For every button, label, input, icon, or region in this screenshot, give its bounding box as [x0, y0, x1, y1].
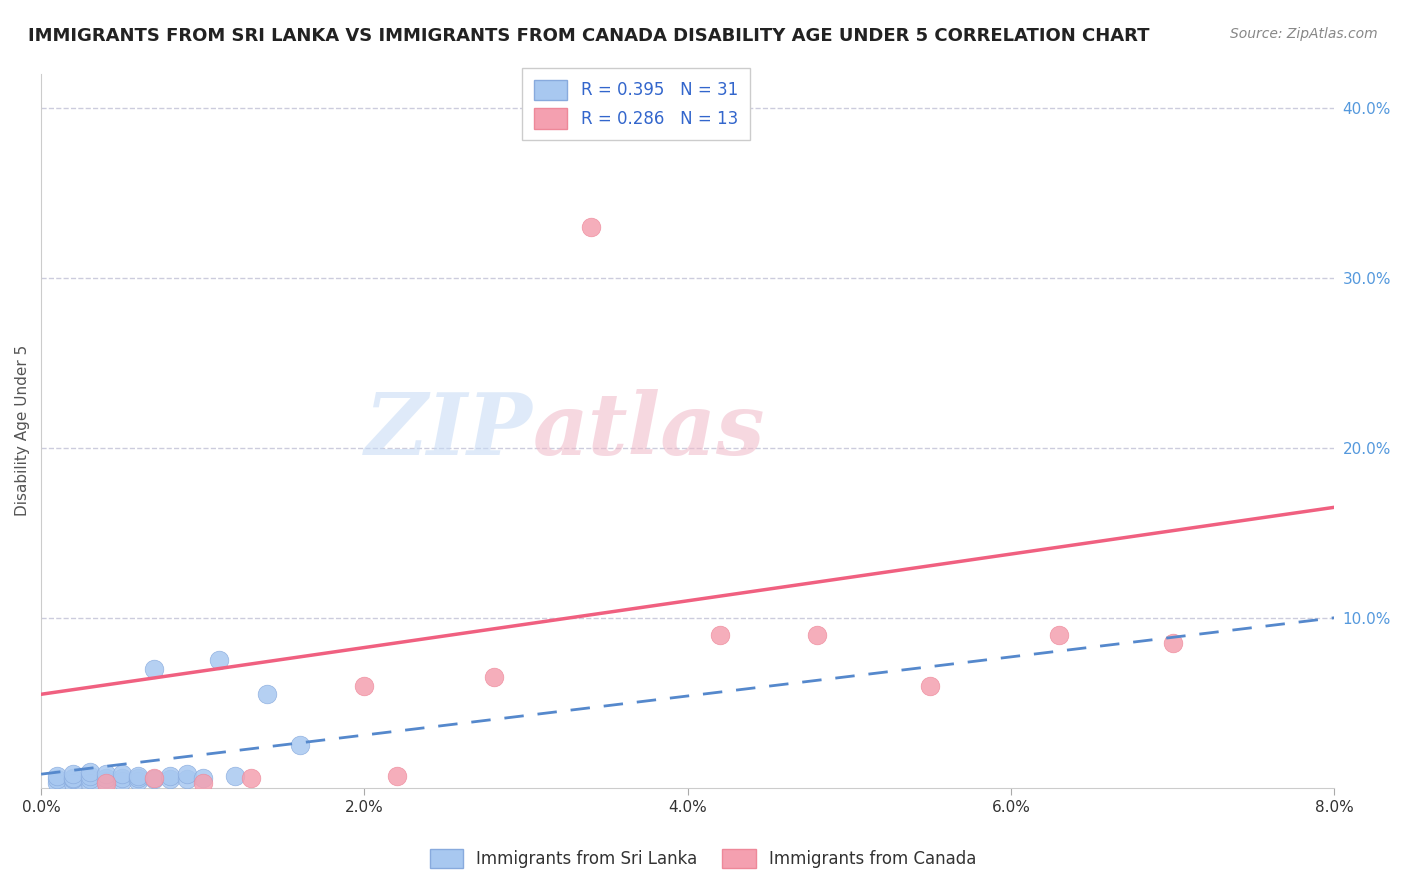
Legend: Immigrants from Sri Lanka, Immigrants from Canada: Immigrants from Sri Lanka, Immigrants fr… [423, 842, 983, 875]
Point [176, 767, 198, 781]
Point [385, 769, 408, 783]
Point [288, 738, 311, 752]
Point [191, 771, 214, 785]
Point [127, 769, 149, 783]
Point [46, 775, 69, 789]
Point [111, 771, 134, 785]
Legend: R = 0.395   N = 31, R = 0.286   N = 13: R = 0.395 N = 31, R = 0.286 N = 13 [522, 68, 749, 140]
Point [176, 772, 198, 787]
Text: atlas: atlas [533, 389, 765, 473]
Point [94, 775, 117, 789]
Point [62, 775, 84, 789]
Point [79, 775, 101, 789]
Point [127, 771, 149, 785]
Text: ZIP: ZIP [364, 389, 533, 473]
Point [94, 767, 117, 781]
Point [579, 219, 602, 234]
Point [46, 769, 69, 783]
Point [143, 662, 166, 676]
Point [79, 769, 101, 783]
Point [62, 767, 84, 781]
Point [62, 771, 84, 785]
Point [159, 772, 181, 787]
Point [127, 774, 149, 789]
Point [240, 771, 263, 785]
Point [159, 769, 181, 783]
Point [1161, 636, 1184, 650]
Point [111, 767, 134, 781]
Point [1047, 628, 1070, 642]
Point [62, 772, 84, 787]
Point [79, 765, 101, 780]
Text: IMMIGRANTS FROM SRI LANKA VS IMMIGRANTS FROM CANADA DISABILITY AGE UNDER 5 CORRE: IMMIGRANTS FROM SRI LANKA VS IMMIGRANTS … [28, 27, 1150, 45]
Point [920, 679, 942, 693]
Point [256, 687, 278, 701]
Point [79, 772, 101, 787]
Y-axis label: Disability Age Under 5: Disability Age Under 5 [15, 345, 30, 516]
Point [143, 771, 166, 785]
Point [46, 772, 69, 787]
Text: Source: ZipAtlas.com: Source: ZipAtlas.com [1230, 27, 1378, 41]
Point [94, 774, 117, 789]
Point [111, 774, 134, 789]
Point [482, 670, 505, 684]
Point [353, 679, 375, 693]
Point [806, 628, 828, 642]
Point [208, 653, 231, 667]
Point [224, 769, 246, 783]
Point [191, 775, 214, 789]
Point [709, 628, 731, 642]
Point [94, 771, 117, 785]
Point [143, 772, 166, 787]
